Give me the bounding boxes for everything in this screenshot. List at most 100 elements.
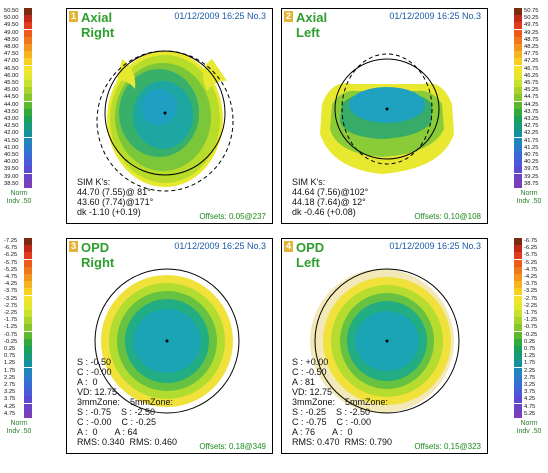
scale-swatch	[514, 173, 522, 181]
scale-tick-label: -2.25	[524, 302, 538, 309]
scale-tick-label: -3.25	[524, 288, 538, 295]
scale-tick-label: 41.50	[4, 137, 19, 144]
scale-swatch	[24, 238, 32, 245]
panel-info-line: S : +0.00	[292, 357, 329, 367]
scale-swatch	[24, 116, 32, 123]
scale-tick-label: -4.75	[4, 274, 18, 280]
scale-tick-label: 45.00	[4, 87, 19, 94]
scale-swatch	[24, 80, 32, 87]
scale-tick-label: 3.75	[524, 389, 536, 396]
axial-right-color-scale: 50.50 50.00 49.50 49.00 48.50 48.00 47.50 47.00…	[4, 8, 34, 222]
scale-tick-label: 4.25	[524, 396, 536, 403]
scale-swatch	[514, 382, 522, 389]
scale-tick-label: -5.25	[4, 266, 18, 273]
scale-tick-label: 47.75	[524, 51, 539, 58]
scale-swatch	[24, 382, 32, 389]
scale-tick-label: -1.75	[4, 317, 18, 324]
scale-swatch	[24, 281, 32, 289]
scale-tick-label: -3.75	[524, 281, 538, 288]
panel-info-line: S : -0.25 S : -2.50	[292, 407, 371, 417]
scale-tick-label: -6.25	[524, 245, 538, 252]
panel-number-badge: 1	[69, 11, 78, 22]
panel-info-line: RMS: 0.340 RMS: 0.460	[77, 437, 178, 447]
panel-info-line: 3mmZone: 5mmZone:	[77, 397, 174, 407]
scale-swatch	[514, 317, 522, 325]
scale-swatch	[514, 403, 522, 411]
scale-swatch	[24, 317, 32, 325]
axial-left-map	[320, 53, 454, 174]
panel-offsets: Offsets: 0.10@108	[414, 212, 481, 221]
scale-swatch	[514, 51, 522, 59]
panel-info-line: C : -0.00	[77, 367, 112, 377]
scale-tick-label: 3.25	[4, 389, 16, 396]
scale-swatch	[24, 15, 32, 23]
scale-tick-label: 45.75	[524, 80, 539, 86]
scale-swatch	[24, 252, 32, 260]
scale-swatch	[24, 152, 32, 159]
panel-subtitle: Left	[296, 255, 320, 270]
scale-tick-label: -0.25	[4, 338, 18, 345]
scale-swatch	[24, 353, 32, 361]
scale-swatch	[514, 259, 522, 267]
opd-left-panel[interactable]: 4 OPD Left 01/12/2009 16:25 No.3 S : +0.00 C …	[281, 238, 488, 454]
panel-datetime: 01/12/2009 16:25 No.3	[389, 241, 481, 251]
scale-tick-label: 43.50	[4, 108, 19, 115]
scale-swatch	[24, 310, 32, 317]
scale-tick-label: 42.50	[4, 123, 19, 130]
scale-swatch	[514, 274, 522, 281]
axial-left-panel[interactable]: 2 Axial Left 01/12/2009 16:25 No.3 SIM K's: 4…	[281, 8, 488, 224]
scale-swatch	[24, 94, 32, 102]
panel-offsets: Offsets: 0.05@237	[199, 212, 266, 221]
scale-swatch	[24, 346, 32, 353]
scale-swatch	[24, 367, 32, 375]
scale-tick-label: 42.00	[4, 130, 19, 137]
scale-swatch	[24, 137, 32, 145]
scale-swatch	[514, 245, 522, 253]
scale-footer-indv: Indv .50	[516, 428, 542, 435]
scale-swatch	[24, 403, 32, 411]
scale-tick-label: -0.75	[524, 324, 538, 331]
scale-swatch	[24, 51, 32, 59]
scale-swatch	[24, 87, 32, 95]
scale-tick-label: -2.25	[4, 310, 18, 316]
opd-left-color-scale: -6.75 -6.25 -5.75 -5.25 -4.75 -4.25 -3.75 -3.25…	[514, 238, 544, 452]
scale-tick-label: 2.25	[524, 367, 536, 374]
scale-swatch	[514, 338, 522, 346]
scale-swatch	[24, 302, 32, 310]
scale-swatch	[514, 238, 522, 245]
panel-number-badge: 3	[69, 241, 78, 252]
scale-tick-label: 45.50	[4, 80, 19, 86]
axial-right-panel[interactable]: 1 Axial Right 01/12/2009 16:25 No.3 SIM K's:…	[66, 8, 273, 224]
scale-swatch	[514, 94, 522, 102]
panel-info-line: S : -0.50	[77, 357, 112, 367]
scale-footer-indv: Indv .50	[6, 428, 32, 435]
scale-swatch	[514, 288, 522, 296]
scale-swatch	[24, 180, 32, 188]
scale-tick-label: -5.25	[524, 259, 538, 266]
scale-swatch	[24, 130, 32, 138]
panel-info-line: RMS: 0.470 RMS: 0.790	[292, 437, 393, 447]
scale-tick-label: 40.25	[524, 159, 539, 166]
scale-swatch	[514, 15, 522, 23]
scale-tick-label: -2.75	[524, 295, 538, 302]
scale-tick-label: -7.25	[4, 238, 18, 244]
scale-tick-label: 40.50	[4, 152, 19, 158]
scale-footer-norm: Norm	[520, 190, 538, 197]
panel-info-line: C : -0.00 C : -0.25	[77, 417, 157, 427]
panel-info-line: A : 0 A : 64	[77, 427, 138, 437]
scale-swatch	[24, 259, 32, 267]
scale-tick-label: -4.75	[524, 266, 538, 273]
scale-tick-label: 0.75	[524, 346, 536, 352]
scale-swatch	[514, 116, 522, 123]
scale-swatch	[514, 144, 522, 152]
scale-swatch	[24, 396, 32, 404]
scale-tick-label: 48.00	[4, 44, 19, 50]
scale-tick-label: 39.00	[4, 173, 19, 180]
opd-right-panel[interactable]: 3 OPD Right 01/12/2009 16:25 No.3 S : -0.50 C…	[66, 238, 273, 454]
scale-swatch	[24, 338, 32, 346]
scale-tick-label: 1.75	[4, 367, 16, 374]
scale-tick-label: 50.75	[524, 8, 539, 14]
scale-tick-label: -2.75	[4, 302, 18, 309]
scale-tick-label: 43.75	[524, 108, 539, 115]
scale-tick-label: 0.75	[4, 353, 16, 360]
